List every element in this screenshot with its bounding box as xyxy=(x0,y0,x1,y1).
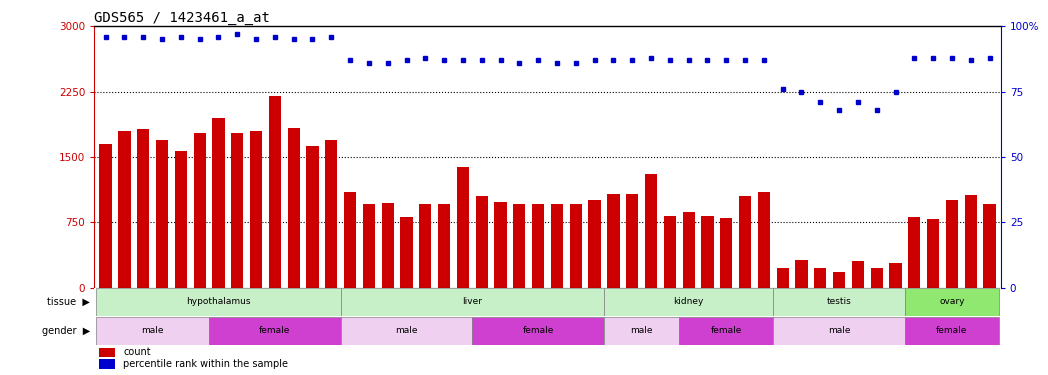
Bar xyxy=(814,268,827,288)
Text: percentile rank within the sample: percentile rank within the sample xyxy=(124,359,288,369)
Text: hypothalamus: hypothalamus xyxy=(187,297,250,306)
Bar xyxy=(137,129,149,288)
Bar xyxy=(457,167,470,288)
Bar xyxy=(904,317,999,345)
Bar xyxy=(268,96,281,288)
Bar xyxy=(679,317,773,345)
Bar xyxy=(773,288,904,316)
Bar xyxy=(682,212,695,288)
Bar xyxy=(532,204,544,288)
Bar xyxy=(96,288,341,316)
Bar xyxy=(213,118,224,288)
Bar xyxy=(604,288,773,316)
Bar xyxy=(909,217,920,288)
Bar xyxy=(209,317,341,345)
Text: tissue  ▶: tissue ▶ xyxy=(47,297,90,307)
Bar xyxy=(156,140,168,288)
Bar xyxy=(419,204,432,288)
Bar xyxy=(438,204,451,288)
Text: female: female xyxy=(259,326,290,335)
Bar xyxy=(663,216,676,288)
Bar xyxy=(400,217,413,288)
Bar xyxy=(852,261,864,288)
Bar xyxy=(99,360,115,369)
Text: ovary: ovary xyxy=(939,297,965,306)
Bar xyxy=(589,201,601,288)
Bar xyxy=(287,128,300,288)
Bar xyxy=(570,204,582,288)
Bar xyxy=(476,196,488,288)
Bar xyxy=(795,260,808,288)
Bar xyxy=(964,195,977,288)
Bar xyxy=(175,151,187,288)
Bar xyxy=(344,192,356,288)
Bar xyxy=(701,216,714,288)
Text: female: female xyxy=(523,326,553,335)
Bar xyxy=(890,263,901,288)
Text: gender  ▶: gender ▶ xyxy=(42,326,90,336)
Bar xyxy=(99,348,115,357)
Bar xyxy=(96,317,209,345)
Bar xyxy=(363,204,375,288)
Text: male: male xyxy=(630,326,653,335)
Bar xyxy=(645,174,657,288)
Bar xyxy=(118,131,131,288)
Bar xyxy=(495,202,506,288)
Bar xyxy=(341,288,604,316)
Bar xyxy=(250,131,262,288)
Bar xyxy=(551,204,563,288)
Text: GDS565 / 1423461_a_at: GDS565 / 1423461_a_at xyxy=(94,11,270,25)
Text: male: male xyxy=(395,326,418,335)
Bar xyxy=(232,132,243,288)
Bar xyxy=(607,194,619,288)
Bar xyxy=(514,204,525,288)
Bar xyxy=(100,144,112,288)
Bar xyxy=(194,132,205,288)
Bar xyxy=(604,317,679,345)
Bar xyxy=(626,194,638,288)
Text: female: female xyxy=(711,326,742,335)
Bar xyxy=(758,192,770,288)
Text: kidney: kidney xyxy=(674,297,704,306)
Bar xyxy=(983,204,996,288)
Bar xyxy=(946,201,958,288)
Text: male: male xyxy=(141,326,163,335)
Text: female: female xyxy=(936,326,967,335)
Text: liver: liver xyxy=(462,297,482,306)
Bar xyxy=(927,219,939,288)
Bar xyxy=(833,272,845,288)
Bar xyxy=(341,317,473,345)
Bar xyxy=(381,203,394,288)
Bar xyxy=(473,317,604,345)
Bar xyxy=(306,146,319,288)
Bar xyxy=(739,196,751,288)
Bar xyxy=(720,218,733,288)
Text: count: count xyxy=(124,347,151,357)
Bar xyxy=(777,268,789,288)
Bar xyxy=(871,268,882,288)
Text: testis: testis xyxy=(827,297,851,306)
Bar xyxy=(325,140,337,288)
Bar xyxy=(773,317,904,345)
Text: male: male xyxy=(828,326,850,335)
Bar xyxy=(904,288,999,316)
